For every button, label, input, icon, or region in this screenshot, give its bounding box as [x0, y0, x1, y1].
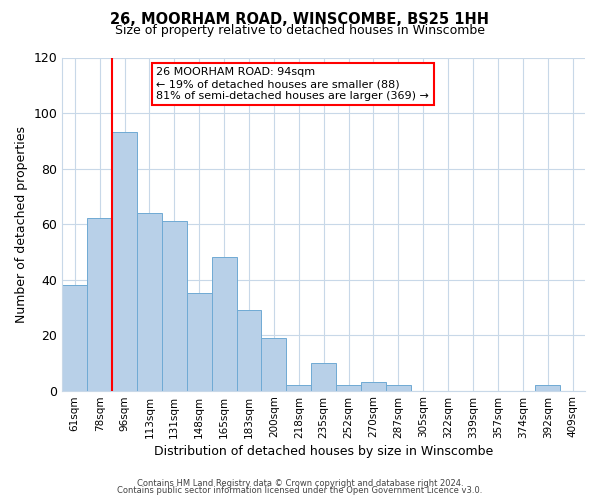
Bar	[386, 385, 411, 390]
Y-axis label: Number of detached properties: Number of detached properties	[15, 126, 28, 322]
Bar	[62, 285, 87, 391]
Text: Size of property relative to detached houses in Winscombe: Size of property relative to detached ho…	[115, 24, 485, 37]
Text: 26 MOORHAM ROAD: 94sqm
← 19% of detached houses are smaller (88)
81% of semi-det: 26 MOORHAM ROAD: 94sqm ← 19% of detached…	[157, 68, 429, 100]
Bar	[286, 385, 311, 390]
Bar	[535, 385, 560, 390]
Bar	[311, 363, 336, 390]
Bar	[236, 310, 262, 390]
X-axis label: Distribution of detached houses by size in Winscombe: Distribution of detached houses by size …	[154, 444, 493, 458]
Bar	[212, 258, 236, 390]
Bar	[137, 213, 162, 390]
Bar	[336, 385, 361, 390]
Text: 26, MOORHAM ROAD, WINSCOMBE, BS25 1HH: 26, MOORHAM ROAD, WINSCOMBE, BS25 1HH	[110, 12, 490, 28]
Bar	[262, 338, 286, 390]
Bar	[112, 132, 137, 390]
Bar	[361, 382, 386, 390]
Bar	[162, 222, 187, 390]
Text: Contains public sector information licensed under the Open Government Licence v3: Contains public sector information licen…	[118, 486, 482, 495]
Bar	[87, 218, 112, 390]
Text: Contains HM Land Registry data © Crown copyright and database right 2024.: Contains HM Land Registry data © Crown c…	[137, 478, 463, 488]
Bar	[187, 294, 212, 390]
